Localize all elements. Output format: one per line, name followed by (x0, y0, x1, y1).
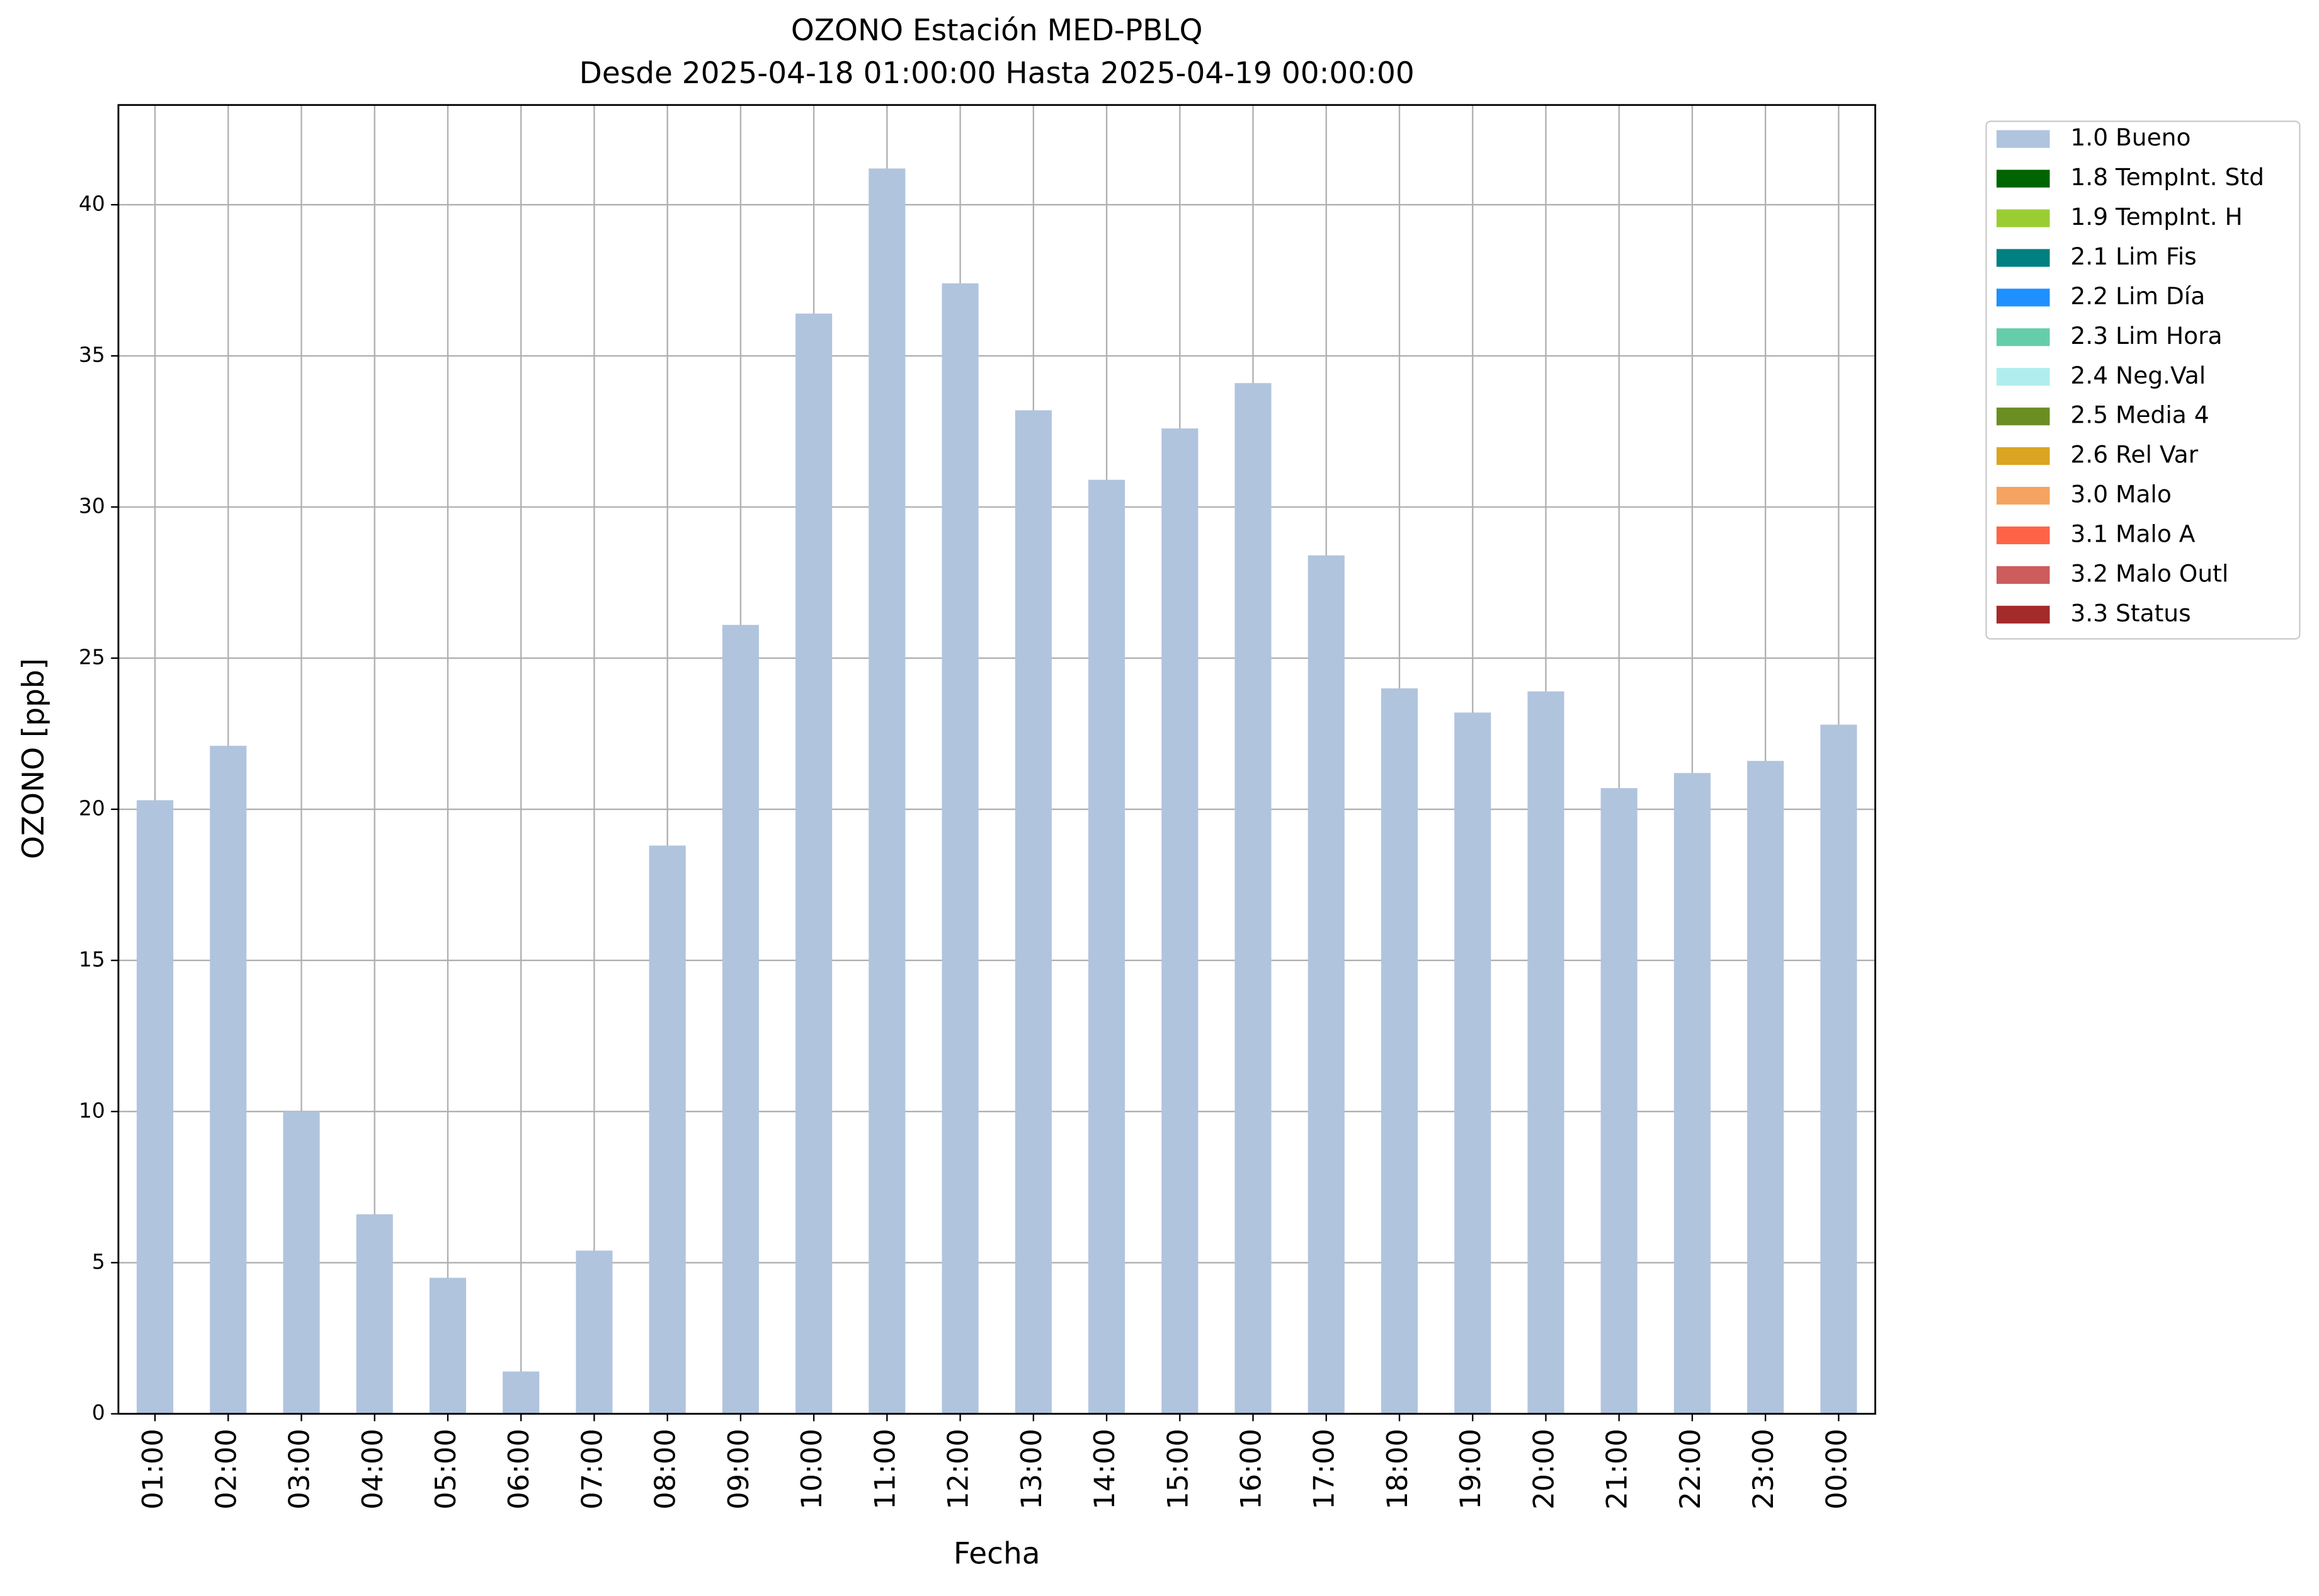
x-tick-label: 03:00 (283, 1428, 316, 1510)
bar (356, 1214, 393, 1414)
x-tick-label: 10:00 (795, 1428, 828, 1510)
x-tick-label: 09:00 (722, 1428, 755, 1510)
bar (722, 625, 759, 1414)
legend-label: 1.0 Bueno (2070, 123, 2191, 151)
legend-label: 3.2 Malo Outl (2070, 559, 2228, 587)
legend-label: 2.1 Lim Fis (2070, 242, 2196, 270)
bar (429, 1277, 467, 1414)
x-tick-label: 01:00 (137, 1428, 169, 1510)
x-tick-label: 19:00 (1454, 1428, 1487, 1510)
x-axis-label: Fecha (954, 1537, 1040, 1571)
y-tick-label: 5 (92, 1249, 105, 1274)
bar (1600, 788, 1638, 1414)
bar (1454, 712, 1491, 1414)
legend-label: 3.3 Status (2070, 599, 2191, 627)
legend-swatch (1996, 566, 2050, 584)
x-tick-label: 07:00 (576, 1428, 608, 1510)
legend-swatch (1996, 408, 2050, 426)
bar (576, 1250, 613, 1414)
y-tick-label: 40 (79, 191, 105, 216)
x-tick-label: 16:00 (1235, 1428, 1268, 1510)
legend-box (1985, 120, 2301, 640)
legend-label: 3.0 Malo (2070, 481, 2171, 508)
bar (1820, 724, 1857, 1414)
y-tick-label: 0 (92, 1400, 105, 1425)
bar (1015, 410, 1052, 1414)
plot-frame (117, 104, 1876, 1415)
legend-label: 2.2 Lim Día (2070, 282, 2205, 310)
legend-label: 1.8 TempInt. Std (2070, 163, 2264, 191)
y-tick-label: 25 (79, 644, 105, 669)
y-axis-label: OZONO [ppb] (16, 658, 51, 859)
y-tick-label: 35 (79, 343, 105, 367)
legend-label: 3.1 Malo A (2070, 520, 2195, 547)
legend-swatch (1996, 209, 2050, 227)
x-tick-label: 08:00 (649, 1428, 682, 1510)
legend-label: 2.3 Lim Hora (2070, 322, 2222, 350)
bar (795, 313, 833, 1414)
bar (1381, 688, 1418, 1414)
bar (503, 1371, 540, 1414)
bar (1161, 428, 1199, 1414)
x-tick-label: 11:00 (869, 1428, 901, 1510)
x-tick-label: 05:00 (430, 1428, 462, 1510)
x-tick-label: 02:00 (210, 1428, 242, 1510)
x-tick-label: 22:00 (1674, 1428, 1707, 1510)
x-tick-label: 00:00 (1820, 1428, 1853, 1510)
legend-swatch (1996, 288, 2050, 307)
x-tick-label: 15:00 (1161, 1428, 1194, 1510)
x-tick-label: 18:00 (1381, 1428, 1414, 1510)
legend-swatch (1996, 130, 2050, 148)
bar (1088, 479, 1125, 1414)
bar (869, 168, 906, 1414)
bar (283, 1111, 320, 1414)
chart-title: OZONO Estación MED-PBLQ (791, 13, 1203, 48)
y-tick-label: 15 (79, 947, 105, 971)
legend-swatch (1996, 328, 2050, 346)
y-tick-label: 20 (79, 795, 105, 820)
bar (1308, 555, 1345, 1414)
legend-swatch (1996, 169, 2050, 188)
chart-subtitle: Desde 2025-04-18 01:00:00 Hasta 2025-04-… (579, 56, 1415, 91)
bar (1673, 773, 1711, 1414)
x-tick-label: 12:00 (942, 1428, 975, 1510)
x-tick-label: 20:00 (1527, 1428, 1560, 1510)
x-tick-label: 14:00 (1088, 1428, 1121, 1510)
legend-swatch (1996, 486, 2050, 505)
x-tick-label: 13:00 (1015, 1428, 1048, 1510)
legend-label: 2.5 Media 4 (2070, 401, 2209, 429)
legend-label: 1.9 TempInt. H (2070, 203, 2242, 231)
x-tick-label: 21:00 (1601, 1428, 1634, 1510)
legend-swatch (1996, 249, 2050, 267)
y-tick-label: 30 (79, 493, 105, 518)
x-tick-label: 17:00 (1308, 1428, 1341, 1510)
bar (1747, 761, 1784, 1414)
bar (137, 800, 174, 1414)
legend-label: 2.6 Rel Var (2070, 441, 2198, 469)
x-tick-label: 23:00 (1747, 1428, 1780, 1510)
bar (1527, 691, 1564, 1414)
bar (942, 283, 979, 1414)
legend-swatch (1996, 605, 2050, 624)
legend-swatch (1996, 447, 2050, 465)
bar (1234, 383, 1272, 1414)
bar (649, 845, 686, 1414)
legend-swatch (1996, 368, 2050, 386)
x-tick-label: 04:00 (356, 1428, 389, 1510)
bar (210, 746, 247, 1414)
legend-label: 2.4 Neg.Val (2070, 362, 2206, 389)
legend-swatch (1996, 526, 2050, 545)
y-tick-label: 10 (79, 1098, 105, 1122)
x-tick-label: 06:00 (503, 1428, 535, 1510)
